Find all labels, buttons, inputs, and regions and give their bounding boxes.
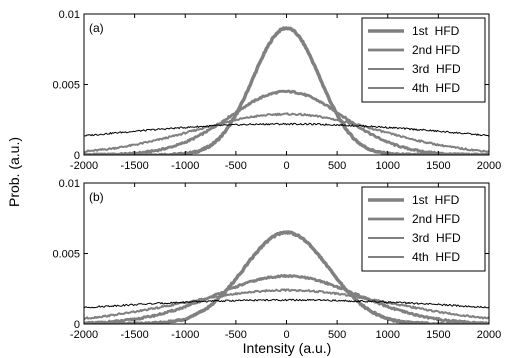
x-tick-label: -1000 xyxy=(171,160,199,172)
series-line-3 xyxy=(84,288,489,320)
y-tick-label: 0.01 xyxy=(59,9,80,21)
chart-panel-1: -2000 -1500 -1000 -500 0 500 1000 1500 2000 0 0.00… xyxy=(52,9,501,172)
legend-label: 1st HFD xyxy=(412,24,460,38)
y-tick-label: 0.005 xyxy=(52,80,80,92)
x-tick-label: 2000 xyxy=(477,160,501,172)
y-tick-label: 0.01 xyxy=(59,178,80,190)
chart-panel-2: -2000 -1500 -1000 -500 0 500 1000 1500 2000 0 0.00… xyxy=(52,178,501,341)
series-line-2 xyxy=(84,89,489,155)
x-tick-label: -500 xyxy=(225,160,247,172)
x-tick-label: -2000 xyxy=(70,160,98,172)
x-tick-label: 1500 xyxy=(426,160,450,172)
x-tick-label: -1000 xyxy=(171,329,199,341)
x-tick-label: 1000 xyxy=(376,160,400,172)
x-tick-label: -1500 xyxy=(121,160,149,172)
legend: 1st HFD 2nd HFD 3rd HFD 4th HFD xyxy=(361,17,486,103)
series-line-4 xyxy=(84,298,489,309)
x-tick-label: 500 xyxy=(328,329,346,341)
series-line-2 xyxy=(84,273,489,324)
legend-label: 3rd HFD xyxy=(412,231,461,245)
y-tick-label: 0.005 xyxy=(52,249,80,261)
panels: -2000 -1500 -1000 -500 0 500 1000 1500 2000 0 0.00… xyxy=(52,9,501,341)
x-tick-label: 1500 xyxy=(426,329,450,341)
x-tick-label: 500 xyxy=(328,160,346,172)
panel-label: (b) xyxy=(89,190,104,204)
y-tick-label: 0 xyxy=(74,150,80,162)
legend-label: 2nd HFD xyxy=(412,43,460,57)
legend-label: 4th HFD xyxy=(412,81,460,95)
x-tick-label: 0 xyxy=(283,160,289,172)
series-line-3 xyxy=(84,112,489,154)
y-axis-title: Prob. (a.u.) xyxy=(6,137,22,207)
y-tick-label: 0 xyxy=(74,319,80,331)
x-tick-label: 2000 xyxy=(477,329,501,341)
legend: 1st HFD 2nd HFD 3rd HFD 4th HFD xyxy=(361,186,486,272)
x-axis-title: Intensity (a.u.) xyxy=(243,340,332,356)
x-tick-label: -1500 xyxy=(121,329,149,341)
series-line-4 xyxy=(84,122,489,137)
x-tick-label: 1000 xyxy=(376,329,400,341)
x-tick-label: 0 xyxy=(283,329,289,341)
x-tick-label: -2000 xyxy=(70,329,98,341)
legend-label: 2nd HFD xyxy=(412,212,460,226)
x-tick-label: -500 xyxy=(225,329,247,341)
legend-label: 3rd HFD xyxy=(412,62,461,76)
legend-label: 4th HFD xyxy=(412,250,460,264)
legend-label: 1st HFD xyxy=(412,193,460,207)
panel-label: (a) xyxy=(89,21,104,35)
